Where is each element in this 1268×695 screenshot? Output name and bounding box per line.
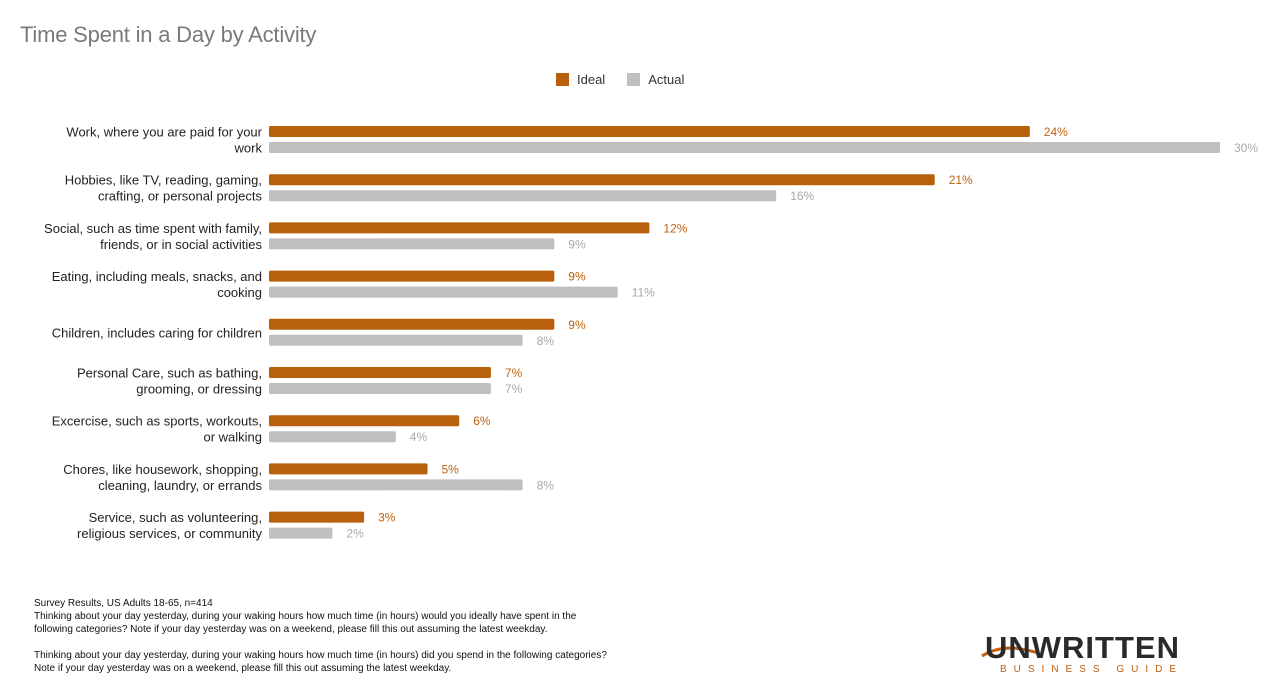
category-label: Chores, like housework, shopping, [63, 462, 262, 477]
brand-logo: UNWRITTEN BUSINESS GUIDE [980, 630, 1212, 680]
category-label: cleaning, laundry, or errands [98, 478, 262, 493]
data-label-actual: 16% [790, 189, 814, 203]
notes-line-1: Survey Results, US Adults 18-65, n=414 [34, 598, 213, 609]
category-label: crafting, or personal projects [98, 189, 263, 204]
logo-tagline: BUSINESS GUIDE [1000, 664, 1184, 675]
notes-line-3: Thinking about your day yesterday, durin… [34, 650, 607, 674]
bar-actual [269, 286, 618, 298]
bar-ideal [269, 270, 555, 282]
data-label-ideal: 9% [568, 270, 586, 284]
category-label: Eating, including meals, snacks, and [52, 269, 262, 284]
legend-item-actual: Actual [627, 72, 684, 87]
data-label-ideal: 12% [663, 221, 687, 235]
bar-actual [269, 334, 523, 346]
category-label: work [234, 141, 263, 156]
data-label-ideal: 5% [442, 462, 460, 476]
category-label: religious services, or community [77, 526, 262, 541]
category-label: friends, or in social activities [100, 237, 262, 252]
legend-item-ideal: Ideal [556, 72, 605, 87]
bar-actual [269, 190, 777, 202]
legend-label-ideal: Ideal [577, 71, 606, 87]
category-label: cooking [217, 285, 262, 300]
chart-title: Time Spent in a Day by Activity [20, 22, 317, 47]
bar-actual [269, 142, 1220, 153]
data-label-ideal: 9% [568, 318, 586, 332]
bar-ideal [269, 126, 1030, 137]
bar-ideal [269, 415, 460, 427]
data-label-ideal: 21% [949, 173, 973, 187]
notes-line-2: Thinking about your day yesterday, durin… [34, 611, 577, 635]
legend-label-actual: Actual [648, 71, 685, 87]
category-label: Social, such as time spent with family, [44, 221, 262, 236]
legend: Ideal Actual [556, 70, 706, 88]
bar-actual [269, 238, 555, 250]
category-label: Hobbies, like TV, reading, gaming, [65, 173, 262, 188]
category-label: Service, such as volunteering, [89, 510, 262, 525]
data-label-actual: 9% [568, 237, 586, 251]
legend-swatch-ideal [556, 72, 569, 86]
bar-actual [269, 479, 523, 491]
data-label-ideal: 7% [505, 366, 523, 380]
data-label-actual: 30% [1234, 141, 1258, 155]
category-label: Work, where you are paid for your [66, 125, 262, 140]
bar-actual [269, 383, 491, 394]
logo-swoosh-icon [981, 646, 1039, 658]
data-label-actual: 8% [537, 478, 555, 492]
data-label-ideal: 24% [1044, 125, 1068, 139]
data-label-ideal: 3% [378, 511, 396, 525]
bar-ideal [269, 174, 935, 186]
survey-notes: Survey Results, US Adults 18-65, n=414 T… [34, 597, 609, 675]
bar-ideal [269, 511, 365, 523]
bar-actual [269, 431, 396, 443]
legend-swatch-actual [627, 72, 641, 86]
bar-ideal [269, 318, 555, 330]
category-label: grooming, or dressing [136, 382, 262, 397]
bar-ideal [269, 367, 491, 378]
data-label-actual: 2% [346, 527, 364, 541]
logo-wordmark: UNWRITTEN [985, 630, 1180, 665]
category-label: Excercise, such as sports, workouts, [52, 414, 262, 429]
bar-ideal [269, 463, 428, 475]
data-label-actual: 8% [537, 334, 555, 348]
bar-actual [269, 527, 333, 539]
data-label-actual: 7% [505, 382, 523, 396]
bar-ideal [269, 222, 650, 234]
data-label-actual: 4% [410, 430, 428, 444]
data-label-ideal: 6% [473, 414, 491, 428]
category-label: Personal Care, such as bathing, [77, 366, 262, 381]
category-label: or walking [203, 430, 262, 445]
category-label: Children, includes caring for children [52, 325, 262, 340]
data-label-actual: 11% [632, 286, 655, 300]
